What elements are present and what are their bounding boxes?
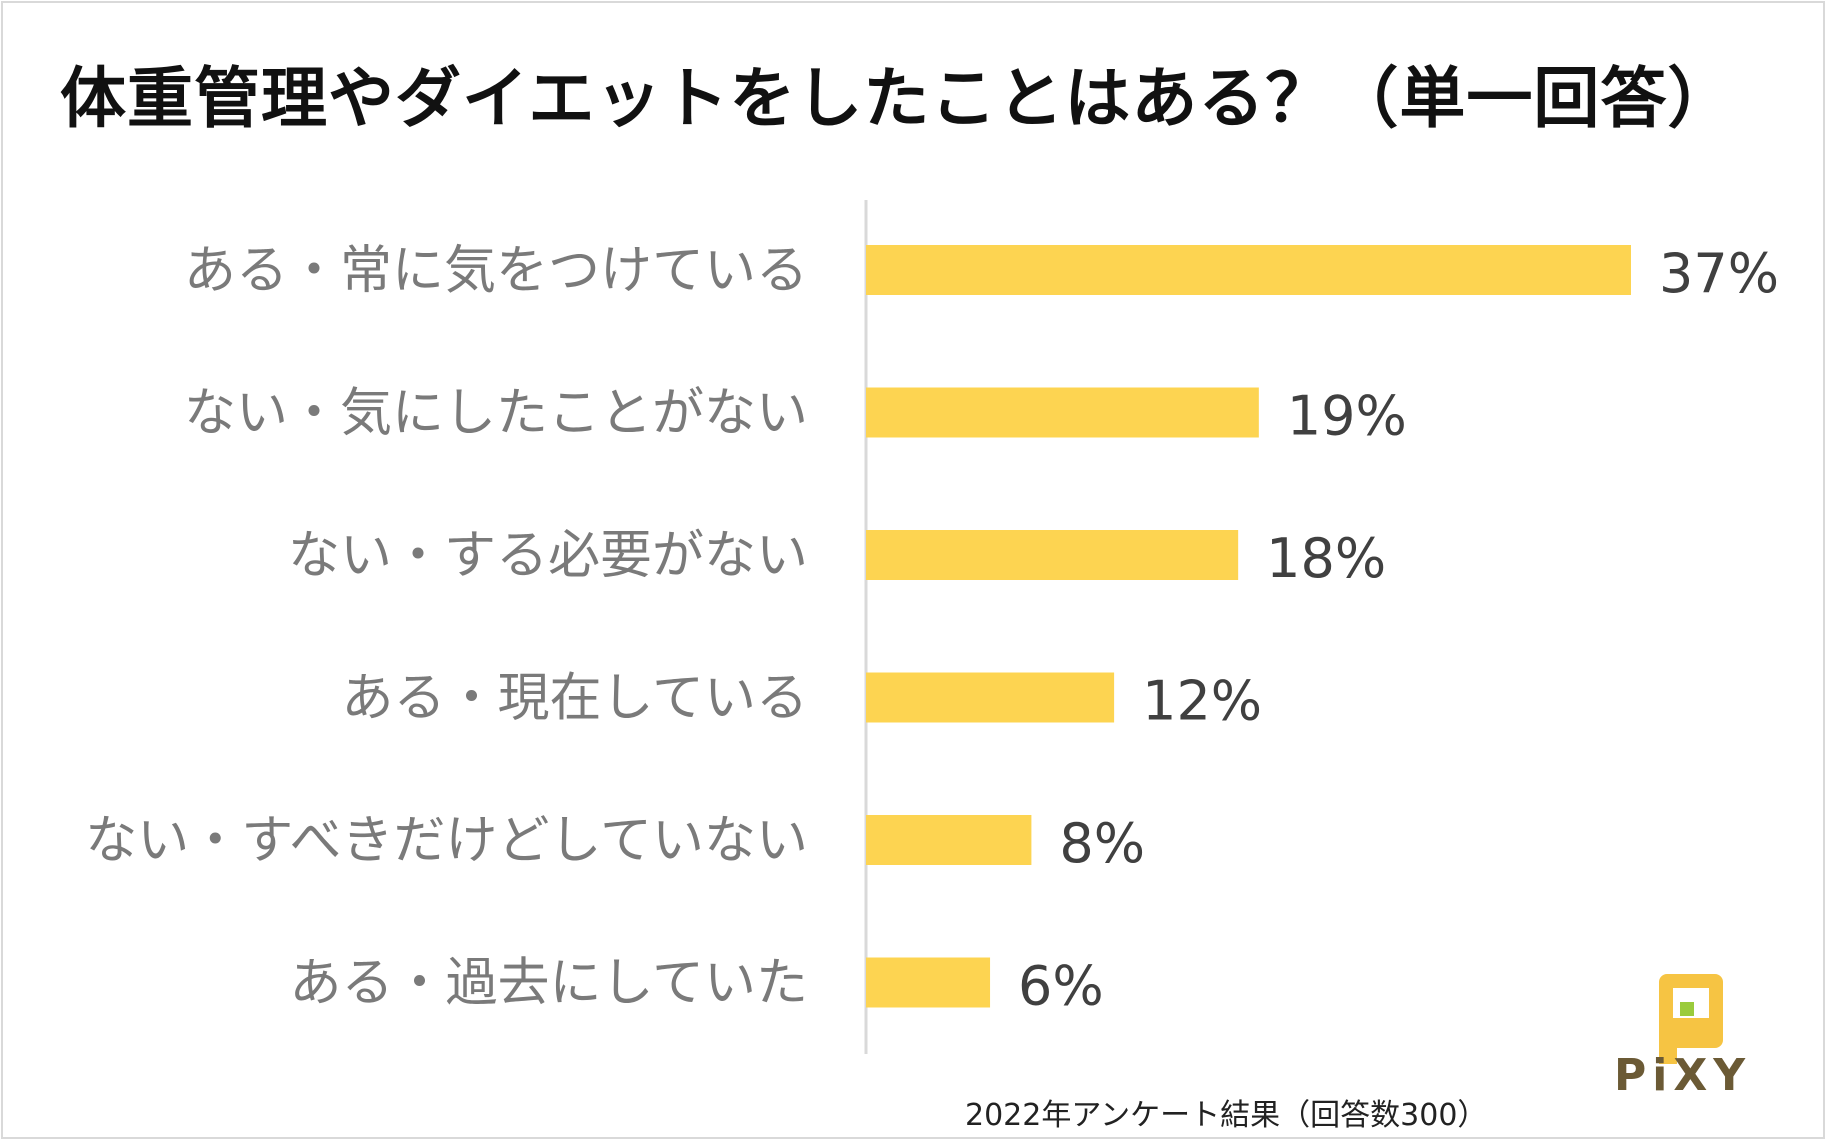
- bar-6: [866, 957, 991, 1008]
- value-label-2: 19%: [1287, 385, 1407, 448]
- category-label-5: ない・すべきだけどしていない: [85, 811, 808, 871]
- value-label-5: 8%: [1059, 812, 1145, 875]
- category-label-3: ない・する必要がない: [288, 526, 808, 586]
- value-label-6: 6%: [1018, 955, 1104, 1018]
- bar-5: [866, 815, 1032, 865]
- category-label-4: ある・現在している: [342, 669, 808, 729]
- category-label-2: ない・気にしたことがない: [184, 384, 808, 444]
- value-label-3: 18%: [1266, 527, 1386, 590]
- bar-3: [866, 530, 1239, 580]
- category-label-1: ある・常に気をつけている: [184, 241, 808, 301]
- pixy-logo-text: PiXY: [1614, 1050, 1752, 1101]
- survey-footnote: 2022年アンケート結果（回答数300）: [965, 1098, 1488, 1133]
- pixy-logo-icon: [1659, 974, 1723, 1064]
- bar-2: [866, 387, 1259, 438]
- category-label-6: ある・過去にしていた: [290, 954, 808, 1014]
- chart-title: 体重管理やダイエットをしたことはある？（単一回答）: [60, 60, 1735, 137]
- bar-4: [866, 672, 1115, 723]
- value-label-4: 12%: [1142, 670, 1262, 733]
- value-label-1: 37%: [1659, 242, 1779, 305]
- bar-1: [866, 245, 1631, 295]
